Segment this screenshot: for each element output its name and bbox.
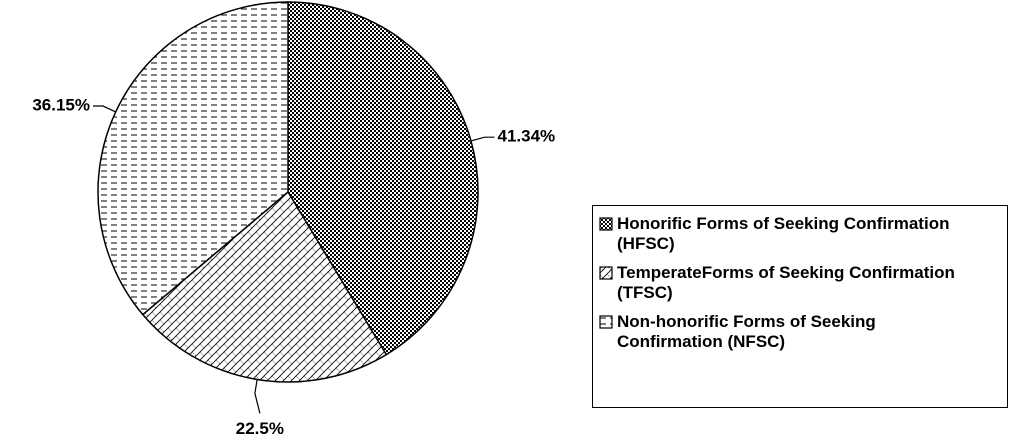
legend-swatch-box	[599, 217, 613, 231]
legend-label: Non-honorific Forms of Seeking Confirmat…	[617, 312, 876, 351]
legend-item: Non-honorific Forms of Seeking Confirmat…	[599, 312, 1007, 352]
legend-swatch-box	[599, 315, 613, 329]
legend-label: TemperateForms of Seeking Confirmation (…	[617, 263, 955, 302]
legend-label: Honorific Forms of Seeking Confirmation …	[617, 214, 950, 253]
leader-line	[92, 105, 116, 113]
data-label: 22.5%	[236, 419, 284, 438]
pie-slice	[287, 1, 479, 356]
legend-item: TemperateForms of Seeking Confirmation (…	[599, 263, 1007, 303]
legend-swatch	[599, 217, 613, 231]
leader-line	[470, 136, 495, 142]
legend: Honorific Forms of Seeking Confirmation …	[592, 205, 1008, 408]
legend-item: Honorific Forms of Seeking Confirmation …	[599, 214, 1007, 254]
legend-swatch	[599, 266, 613, 280]
data-label: 41.34%	[498, 127, 556, 146]
leader-line	[254, 379, 261, 414]
legend-swatch-box	[599, 266, 613, 280]
legend-swatch	[599, 315, 613, 329]
data-label: 36.15%	[32, 96, 90, 115]
